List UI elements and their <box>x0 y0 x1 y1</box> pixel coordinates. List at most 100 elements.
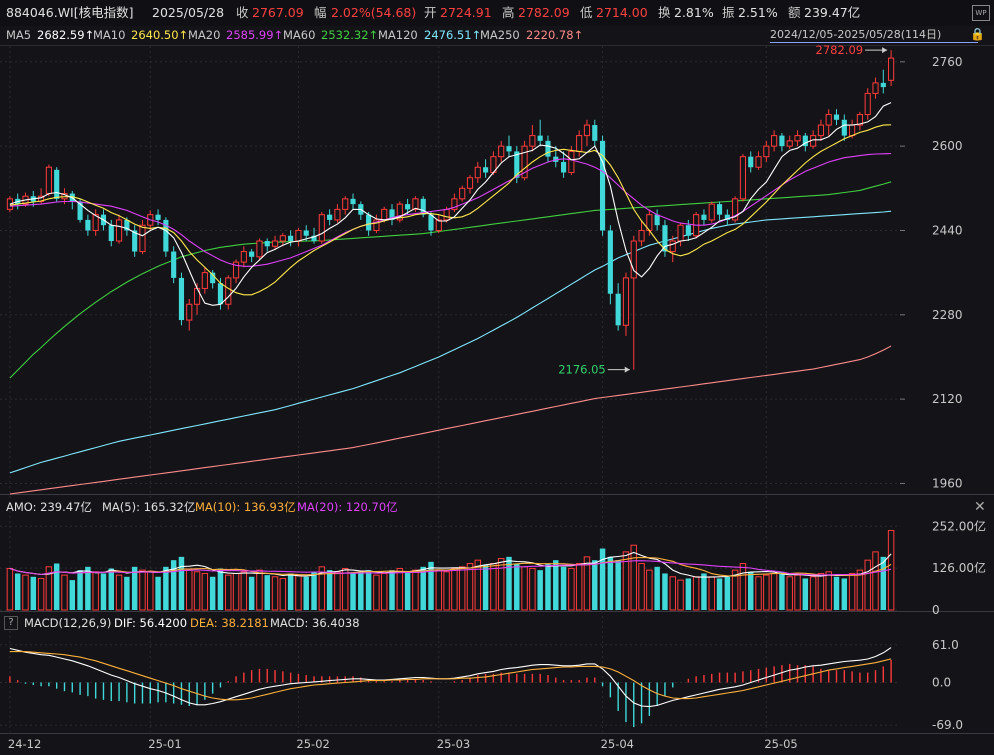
candle-body <box>521 145 528 179</box>
date-tick-label: 25-01 <box>148 737 181 751</box>
change-value: 2.02%(54.68) <box>331 5 417 20</box>
date-tick-label: 25-05 <box>764 737 797 751</box>
volume-bar <box>731 569 739 611</box>
volume-bar <box>646 569 653 611</box>
close-icon[interactable]: ✕ <box>974 499 986 515</box>
volume-bar <box>685 578 692 610</box>
date-axis: 24-12 25-01 25-02 25-03 25-04 25-05 <box>8 737 798 751</box>
ma60-series <box>9 181 892 379</box>
candle-body <box>677 224 684 242</box>
volume-ma20-line <box>9 560 892 576</box>
candle-body <box>825 114 832 126</box>
candle-body <box>288 235 294 242</box>
volume-bar <box>654 566 660 610</box>
low-label: 低 <box>580 5 593 20</box>
volume-bar <box>186 569 193 611</box>
volume-bar <box>770 572 778 611</box>
volume-bar <box>802 578 809 610</box>
volume-bar <box>474 559 482 611</box>
security-code[interactable]: 884046.WI[核电指数] <box>6 5 134 20</box>
volume-ma-lines <box>9 551 892 578</box>
amo-ma20: MA(20): 120.70亿 <box>297 500 398 514</box>
candle-body <box>435 219 442 231</box>
date-tick-label: 25-02 <box>296 737 329 751</box>
lock-icon[interactable]: 🔒 <box>970 27 985 41</box>
ma10-line <box>9 124 892 296</box>
volume-bar <box>786 576 793 611</box>
volume-bar <box>662 573 668 610</box>
volume-bar <box>396 567 404 611</box>
volume-bar <box>53 563 60 610</box>
price-tick-label: 2760 <box>932 55 963 69</box>
volume-bar <box>365 570 372 610</box>
ma20-label: MA20 <box>188 28 221 42</box>
candle-body <box>794 135 801 142</box>
volume-bar <box>100 573 107 610</box>
wind-logo-icon[interactable]: WP <box>972 5 990 21</box>
price-axis: 1960 2120 2280 2440 2600 2760 <box>900 55 963 490</box>
volume-bar <box>856 569 864 611</box>
macd-name: MACD(12,26,9) <box>24 616 112 630</box>
candle-body <box>537 135 543 141</box>
volume-bar <box>677 579 684 611</box>
price-tick-label: 2120 <box>932 392 963 406</box>
date-tick-label: 25-04 <box>601 737 634 751</box>
candle-body <box>232 261 240 279</box>
candle-body <box>592 125 598 141</box>
candle-body <box>771 135 778 147</box>
volume-bar <box>22 574 29 611</box>
ma20-series <box>9 152 892 267</box>
volume-bar <box>170 560 177 610</box>
date-range-selector[interactable]: 2024/12/05-2025/05/28(114日) <box>770 27 978 43</box>
volume-bar <box>240 571 248 611</box>
candle-body <box>210 272 216 284</box>
candle-body <box>701 214 707 220</box>
candle-body <box>568 150 575 173</box>
change-label: 幅 <box>314 5 327 20</box>
open-label: 开 <box>424 5 437 20</box>
volume-bar <box>466 563 474 611</box>
volume-bar <box>155 576 161 610</box>
volume-bar <box>85 566 91 610</box>
volume-bar <box>451 567 458 611</box>
volume-bar <box>529 567 536 611</box>
volume-bar <box>225 574 232 611</box>
ma5-label: MA5 <box>6 28 32 42</box>
ma250-value: 2220.78↑ <box>526 28 584 42</box>
candle-body <box>459 187 466 200</box>
volume-bar <box>583 556 591 611</box>
volume-bar <box>14 573 21 610</box>
volume-bar <box>248 576 255 610</box>
volume-bar <box>864 559 871 611</box>
volume-bar <box>193 571 201 611</box>
volume-bar <box>163 566 169 610</box>
volume-bar <box>30 576 37 610</box>
candle-body <box>755 156 762 168</box>
volume-bar <box>701 573 707 610</box>
volume-bar <box>209 576 216 610</box>
candle-body <box>849 124 856 137</box>
candle-body <box>724 214 730 220</box>
volume-bar <box>537 570 543 610</box>
candle-body <box>155 214 161 220</box>
amplitude-value: 2.51% <box>738 5 778 20</box>
ma10-value: 2640.50↑ <box>131 28 189 42</box>
volume-bar <box>428 561 434 610</box>
candle-body <box>583 124 591 137</box>
volume-bar <box>716 578 723 610</box>
volume-bar <box>560 566 567 610</box>
candle-body <box>389 209 395 220</box>
annotation-label: 2176.05 <box>558 363 606 377</box>
ma60-value: 2532.32↑ <box>321 28 379 42</box>
volume-bar <box>318 566 326 611</box>
candle-body <box>334 208 341 221</box>
help-icon[interactable]: ? <box>4 616 18 630</box>
volume-bar <box>139 569 146 611</box>
candle-body <box>739 156 747 200</box>
candle-body <box>779 135 785 147</box>
candle-body <box>443 208 450 221</box>
volume-bar <box>848 572 856 611</box>
macd-value: MACD: 36.4038 <box>270 616 360 630</box>
candle-body <box>428 214 434 231</box>
